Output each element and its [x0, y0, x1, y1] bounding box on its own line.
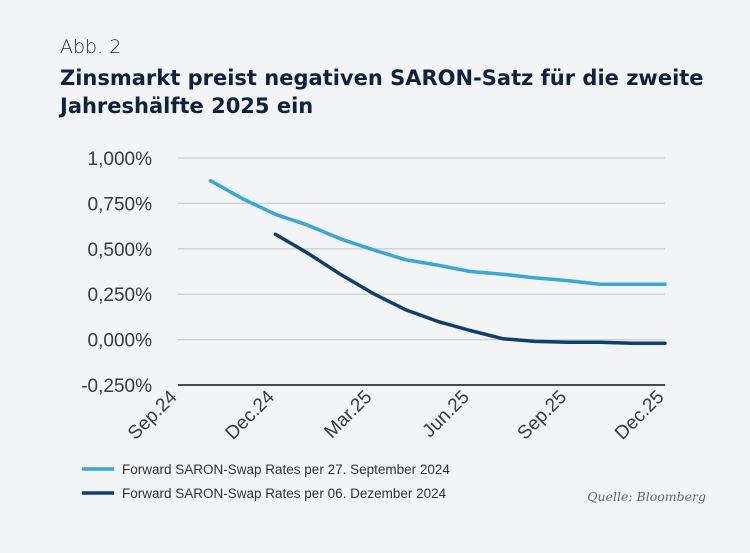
y-tick-label: 1,000%: [88, 149, 153, 170]
legend: Forward SARON-Swap Rates per 27. Septemb…: [82, 462, 450, 501]
series-line-1: [208, 178, 667, 286]
x-axis-ticks: Sep.24 Dec.24 Mar.25 Jun.25 Sep.25 Dec.25: [124, 386, 668, 444]
x-tick-label: Jun.25: [419, 387, 474, 442]
y-tick-label: 0,750%: [88, 194, 153, 215]
series-lines: [208, 178, 667, 345]
x-tick-label: Dec.24: [222, 386, 280, 444]
x-tick-label: Mar.25: [320, 387, 376, 443]
figure-label: Abb. 2: [60, 36, 122, 58]
x-tick-label: Sep.25: [514, 387, 571, 444]
chart-title: Zinsmarkt preist negativen SARON-Satz fü…: [60, 66, 704, 118]
grid-lines: [178, 157, 665, 386]
legend-label-1: Forward SARON-Swap Rates per 27. Septemb…: [122, 462, 450, 477]
source-note: Quelle: Bloomberg: [587, 489, 706, 504]
y-axis-ticks: 1,000% 0,750% 0,500% 0,250% 0,000% -0,250%: [81, 149, 152, 397]
y-tick-label: 0,000%: [88, 331, 153, 352]
y-tick-label: 0,500%: [88, 240, 153, 261]
legend-label-2: Forward SARON-Swap Rates per 06. Dezembe…: [122, 486, 447, 501]
y-tick-label: -0,250%: [81, 376, 152, 397]
y-tick-label: 0,250%: [88, 285, 153, 306]
series-line-2: [273, 232, 667, 345]
x-tick-label: Dec.25: [611, 387, 668, 444]
